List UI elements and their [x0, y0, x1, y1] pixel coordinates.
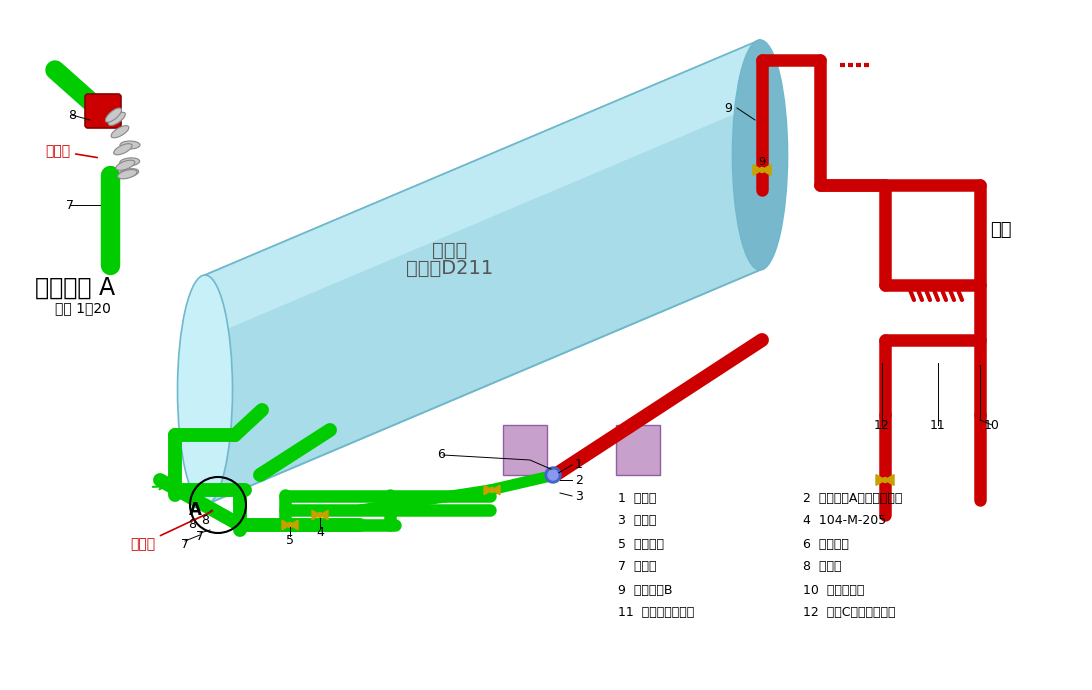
Text: 2: 2 [575, 473, 583, 486]
Polygon shape [885, 475, 894, 485]
Polygon shape [205, 40, 760, 505]
Text: 3  注水管: 3 注水管 [618, 515, 656, 527]
Text: 水洗罐D211: 水洗罐D211 [406, 259, 494, 277]
Text: 5  后手阀门: 5 后手阀门 [618, 538, 664, 551]
FancyBboxPatch shape [616, 425, 660, 475]
Circle shape [760, 168, 764, 172]
Text: 7: 7 [195, 531, 204, 544]
FancyBboxPatch shape [85, 94, 121, 128]
Text: 5: 5 [286, 533, 294, 546]
Text: 1: 1 [575, 458, 583, 471]
Text: 6  副线阀门: 6 副线阀门 [803, 538, 848, 551]
Ellipse shape [120, 141, 140, 149]
Circle shape [489, 488, 495, 493]
Polygon shape [312, 510, 320, 520]
Text: 8  新夹具: 8 新夹具 [803, 560, 842, 573]
Text: 旁路: 旁路 [990, 221, 1011, 239]
Text: 泄漏点: 泄漏点 [130, 511, 213, 551]
Text: 8: 8 [68, 108, 76, 121]
Text: 1  止回阀: 1 止回阀 [618, 491, 656, 504]
Text: 10  接自碱洗罐: 10 接自碱洗罐 [803, 584, 865, 596]
Text: 2  入口阀门A（关闭状态）: 2 入口阀门A（关闭状态） [803, 491, 902, 504]
Polygon shape [484, 485, 492, 495]
Ellipse shape [118, 170, 136, 179]
Ellipse shape [178, 275, 233, 505]
Text: 9: 9 [759, 157, 765, 167]
Ellipse shape [108, 112, 126, 126]
Polygon shape [762, 165, 771, 175]
Ellipse shape [733, 40, 787, 270]
Text: 12  阀门C（开启状态）: 12 阀门C（开启状态） [803, 607, 895, 620]
Text: A: A [189, 501, 201, 519]
Text: 比例 1：20: 比例 1：20 [55, 301, 111, 315]
Text: 9  出口阀门B: 9 出口阀门B [618, 584, 673, 596]
Ellipse shape [111, 126, 129, 138]
Text: 12: 12 [874, 419, 890, 431]
Polygon shape [282, 520, 290, 530]
Text: 9: 9 [724, 101, 732, 115]
Text: 3: 3 [575, 489, 583, 502]
Text: 4  104-M-205: 4 104-M-205 [803, 515, 887, 527]
Text: 7: 7 [66, 199, 74, 212]
FancyBboxPatch shape [503, 425, 547, 475]
Ellipse shape [114, 144, 132, 155]
Ellipse shape [120, 158, 140, 166]
Circle shape [318, 513, 322, 518]
Text: 泄漏点: 泄漏点 [45, 144, 97, 158]
Polygon shape [320, 510, 328, 520]
Polygon shape [290, 520, 298, 530]
Ellipse shape [106, 108, 121, 122]
Text: 局部视图 A: 局部视图 A [35, 276, 115, 300]
Circle shape [548, 470, 558, 480]
Polygon shape [876, 475, 885, 485]
Polygon shape [492, 485, 500, 495]
Text: 11: 11 [930, 419, 946, 431]
Text: 4: 4 [316, 526, 324, 538]
Text: 7  原夹具: 7 原夹具 [618, 560, 656, 573]
Polygon shape [205, 40, 760, 338]
Circle shape [287, 522, 293, 527]
Text: 11  接至脱异丁烷塔: 11 接至脱异丁烷塔 [618, 607, 695, 620]
Text: 流出物: 流出物 [432, 241, 467, 259]
Text: 8: 8 [188, 518, 195, 531]
Text: 7: 7 [181, 538, 189, 551]
Ellipse shape [119, 168, 139, 177]
Text: 10: 10 [984, 419, 1000, 431]
Polygon shape [753, 165, 762, 175]
Text: 6: 6 [437, 448, 444, 462]
Circle shape [545, 467, 561, 483]
Text: 8: 8 [201, 513, 209, 526]
Ellipse shape [116, 160, 134, 170]
Circle shape [882, 477, 888, 482]
